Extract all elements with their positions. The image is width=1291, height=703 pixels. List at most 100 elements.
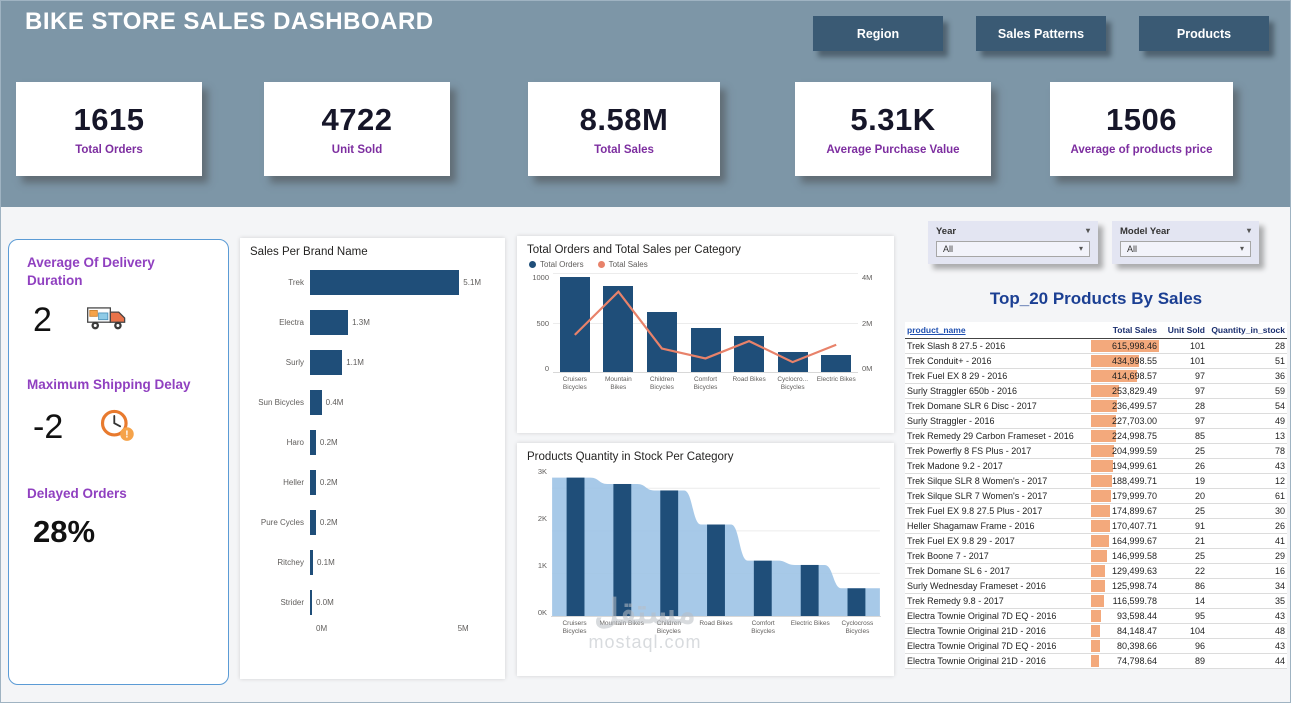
category-label: Mountain Bikes	[604, 376, 632, 391]
product-name-cell: Trek Silque SLR 8 Women's - 2017	[905, 473, 1091, 489]
sales-data-bar	[1091, 655, 1100, 667]
table-row[interactable]: Trek Remedy 9.8 - 2017 116,599.78 14 35	[905, 593, 1287, 609]
table-row[interactable]: Trek Silque SLR 7 Women's - 2017 179,999.…	[905, 488, 1287, 504]
total-orders-bar[interactable]	[646, 311, 677, 372]
table-row[interactable]: Trek Slash 8 27.5 - 2016 615,998.46 101 28	[905, 338, 1287, 354]
table-row[interactable]: Surly Wednesday Frameset - 2016 125,998.7…	[905, 578, 1287, 594]
quantity-in-stock-cell: 61	[1207, 488, 1287, 504]
stock-bar[interactable]	[800, 564, 819, 616]
brand-bar[interactable]	[310, 549, 313, 575]
panel-section-2: Maximum Shipping Delay -2!	[27, 376, 210, 449]
total-sales-cell: 227,703.00	[1091, 413, 1159, 429]
total-sales-cell: 129,499.63	[1091, 563, 1159, 579]
brand-bar[interactable]	[310, 429, 316, 455]
quantity-in-stock-cell: 12	[1207, 473, 1287, 489]
table-row[interactable]: Heller Shagamaw Frame - 2016 170,407.71 91…	[905, 518, 1287, 534]
table-row[interactable]: Electra Townie Original 7D EQ - 2016 93,5…	[905, 608, 1287, 624]
quantity-in-stock-cell: 13	[1207, 428, 1287, 444]
table-row[interactable]: Trek Fuel EX 8 29 - 2016 414,698.57 97 36	[905, 368, 1287, 384]
table-row[interactable]: Trek Fuel EX 9.8 29 - 2017 164,999.67 21 41	[905, 533, 1287, 549]
table-row[interactable]: Trek Fuel EX 9.8 27.5 Plus - 2017 174,899…	[905, 503, 1287, 519]
table-row[interactable]: Trek Domane SLR 6 Disc - 2017 236,499.57 2…	[905, 398, 1287, 414]
stock-bar[interactable]	[847, 588, 866, 616]
slicer-value: All	[1127, 244, 1138, 254]
nav-button-region[interactable]: Region	[813, 16, 943, 51]
column-header-product_name[interactable]: product_name	[905, 322, 1091, 339]
legend-item-total-orders[interactable]: Total Orders	[529, 260, 584, 269]
kpi-card-3: 8.58M Total Sales	[528, 82, 720, 176]
total-orders-bar[interactable]	[734, 336, 765, 372]
year-slicer[interactable]: Year ▾ All ▾	[928, 221, 1098, 264]
panel-section-title: Average Of Delivery Duration	[27, 255, 155, 288]
sales-data-bar	[1091, 505, 1111, 517]
column-header-quantity_in_stock[interactable]: Quantity_in_stock	[1207, 322, 1287, 339]
table-row[interactable]: Trek Boone 7 - 2017 146,999.58 25 29	[905, 548, 1287, 564]
model-year-slicer[interactable]: Model Year ▾ All ▾	[1112, 221, 1259, 264]
category-label: Children Bicycles	[656, 620, 681, 635]
total-sales-line	[574, 289, 837, 364]
slicer-label: Year	[936, 226, 957, 237]
table-row[interactable]: Electra Townie Original 21D - 2016 84,148…	[905, 623, 1287, 639]
brand-bar[interactable]	[310, 269, 460, 295]
table-row[interactable]: Surly Straggler - 2016 227,703.00 97 49	[905, 413, 1287, 429]
total-sales-cell: 615,998.46	[1091, 338, 1159, 354]
table-row[interactable]: Trek Silque SLR 8 Women's - 2017 188,499.…	[905, 473, 1287, 489]
total-sales-value: 80,398.66	[1116, 641, 1157, 651]
sales-data-bar	[1091, 580, 1105, 592]
table-row[interactable]: Trek Conduit+ - 2016 434,998.55 101 51	[905, 353, 1287, 369]
stock-bar[interactable]	[707, 524, 725, 616]
category-label: Cyclocross Bicycles	[841, 620, 874, 635]
y-tick: 3K	[537, 467, 547, 476]
column-header-unit-sold[interactable]: Unit Sold	[1159, 322, 1207, 339]
brand-bar[interactable]	[310, 389, 322, 415]
chevron-down-icon[interactable]: ▾	[1085, 226, 1090, 235]
product-name-cell: Surly Straggler 650b - 2016	[905, 383, 1091, 399]
quantity-in-stock-cell: 54	[1207, 398, 1287, 414]
chevron-down-icon[interactable]: ▾	[1246, 226, 1251, 235]
table-row[interactable]: Electra Townie Original 21D - 2016 74,798…	[905, 653, 1287, 669]
sales-data-bar	[1091, 520, 1110, 532]
total-sales-value: 146,999.58	[1111, 551, 1157, 561]
total-sales-value: 224,998.75	[1111, 431, 1157, 441]
table-row[interactable]: Trek Madone 9.2 - 2017 194,999.61 26 43	[905, 458, 1287, 474]
table-row[interactable]: Trek Domane SL 6 - 2017 129,499.63 22 16	[905, 563, 1287, 579]
total-orders-bar[interactable]	[690, 328, 721, 372]
total-sales-cell: 179,999.70	[1091, 488, 1159, 504]
unit-sold-cell: 20	[1159, 488, 1207, 504]
total-orders-bar[interactable]	[821, 355, 852, 372]
nav-button-sales-patterns[interactable]: Sales Patterns	[976, 16, 1106, 51]
column-header-total-sales[interactable]: Total Sales	[1091, 322, 1159, 339]
stock-bar[interactable]	[753, 560, 772, 616]
stock-bar[interactable]	[566, 477, 585, 616]
nav-buttons: Region Sales Patterns Products	[813, 16, 1269, 51]
panel-value: -2	[33, 407, 64, 446]
brand-bar[interactable]	[310, 509, 316, 535]
stock-bar[interactable]	[660, 490, 679, 616]
brand-bar[interactable]	[310, 589, 312, 615]
table-row[interactable]: Surly Straggler 650b - 2016 253,829.49 97 5…	[905, 383, 1287, 399]
kpi-label: Total Sales	[594, 144, 654, 156]
brand-bar[interactable]	[310, 469, 316, 495]
table-row[interactable]: Trek Powerfly 8 FS Plus - 2017 204,999.59…	[905, 443, 1287, 459]
product-name-cell: Surly Straggler - 2016	[905, 413, 1091, 429]
total-sales-cell: 93,598.44	[1091, 608, 1159, 624]
table-row[interactable]: Electra Townie Original 7D EQ - 2016 80,3…	[905, 638, 1287, 654]
product-name-cell: Trek Slash 8 27.5 - 2016	[905, 338, 1091, 354]
product-name-cell: Trek Remedy 9.8 - 2017	[905, 593, 1091, 609]
unit-sold-cell: 97	[1159, 368, 1207, 384]
stock-bar[interactable]	[613, 483, 632, 616]
category-label: Road Bikes	[699, 620, 733, 627]
legend-item-total-sales[interactable]: Total Sales	[597, 260, 648, 269]
model-year-slicer-dropdown[interactable]: All ▾	[1120, 241, 1251, 257]
product-name-cell: Trek Madone 9.2 - 2017	[905, 458, 1091, 474]
chart-title: Products Quantity in Stock Per Category	[527, 451, 734, 463]
year-slicer-dropdown[interactable]: All ▾	[936, 241, 1090, 257]
table-row[interactable]: Trek Remedy 29 Carbon Frameset - 2016 224…	[905, 428, 1287, 444]
kpi-value: 1506	[1106, 102, 1177, 137]
brand-category-label: Sun Bicycles	[258, 397, 304, 407]
brand-bar[interactable]	[310, 309, 349, 335]
brand-bar[interactable]	[310, 349, 343, 375]
quantity-in-stock-cell: 30	[1207, 503, 1287, 519]
sales-data-bar	[1091, 475, 1112, 487]
nav-button-products[interactable]: Products	[1139, 16, 1269, 51]
